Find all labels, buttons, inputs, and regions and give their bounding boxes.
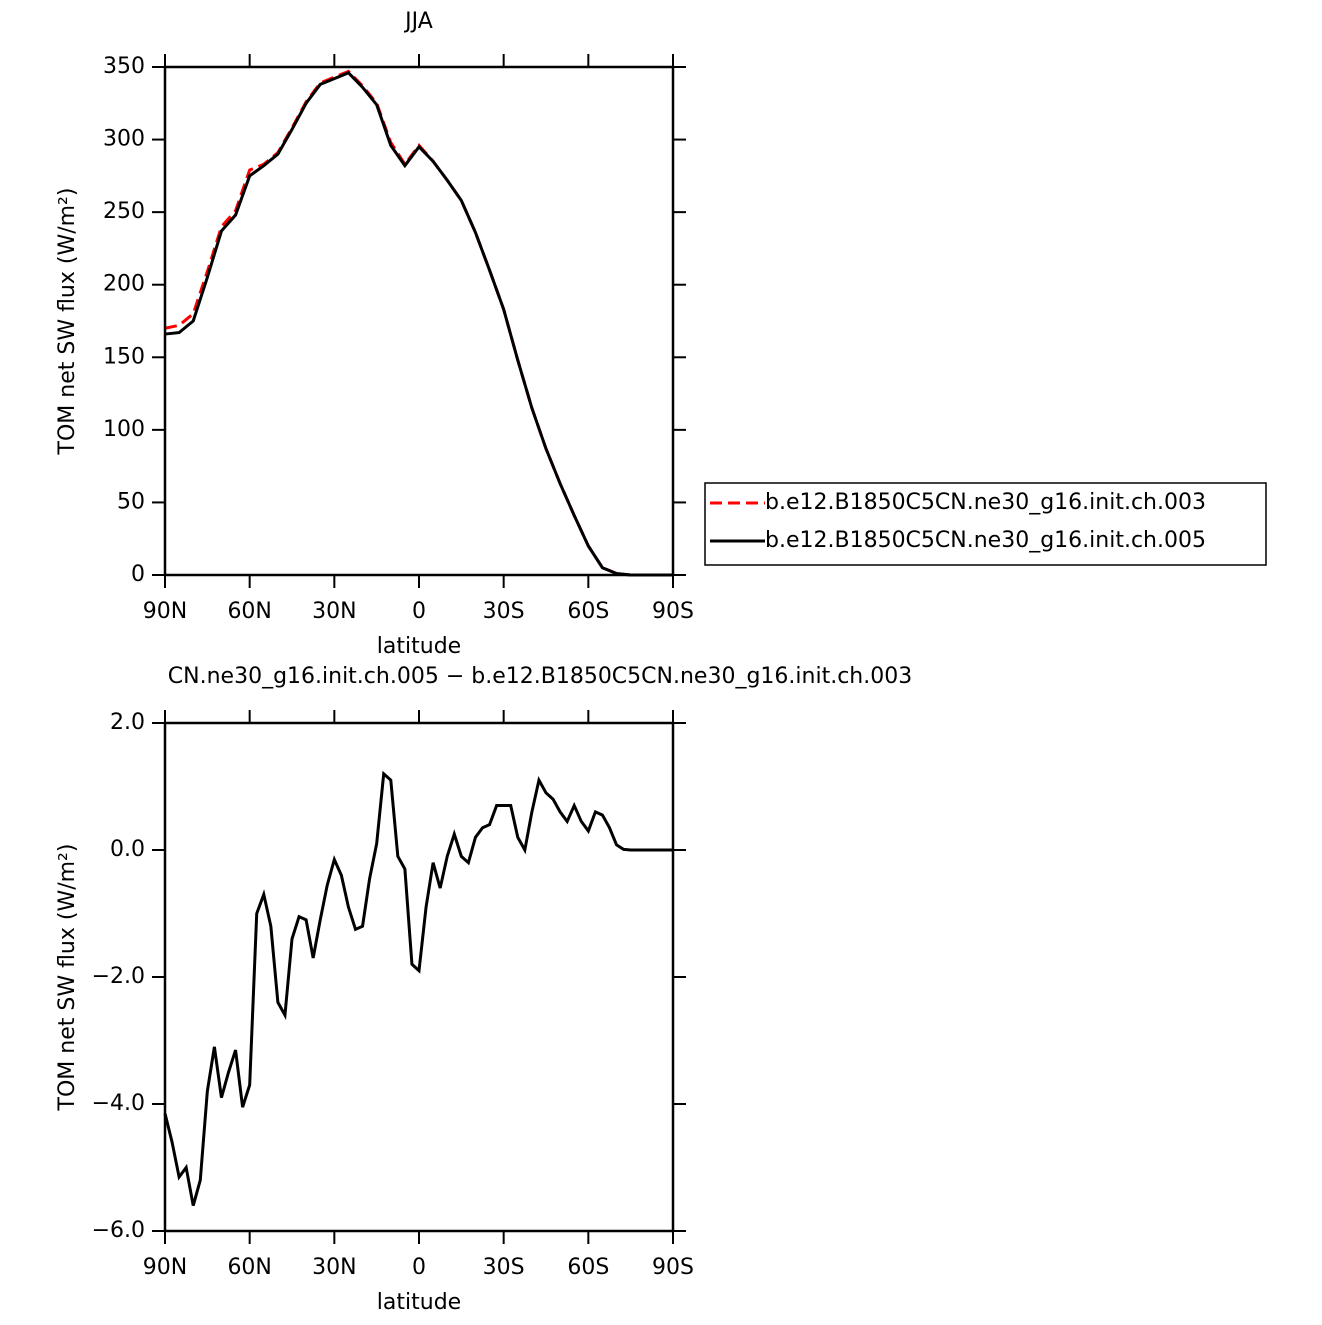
y-tick-label: 2.0: [110, 710, 145, 735]
plot-frame: [163, 65, 675, 577]
x-tick-label: 0: [412, 1255, 426, 1280]
y-tick-label: 150: [103, 344, 145, 369]
data-line: [164, 71, 673, 577]
y-axis-label: TOM net SW flux (W/m²): [55, 188, 80, 456]
x-tick-label: 0: [412, 599, 426, 624]
chart-title: JJA: [403, 9, 433, 34]
x-tick-label: 90S: [652, 1255, 694, 1280]
legend-label: b.e12.B1850C5CN.ne30_g16.init.ch.003: [765, 490, 1206, 515]
y-tick-label: 50: [117, 489, 145, 514]
data-line: [163, 770, 673, 1207]
x-tick-label: 90N: [143, 599, 187, 624]
y-tick-label: 200: [103, 272, 145, 297]
x-tick-label: 60N: [227, 1255, 271, 1280]
y-tick-label: 300: [103, 127, 145, 152]
y-tick-label: 0.0: [110, 837, 145, 862]
x-tick-label: 60S: [567, 599, 609, 624]
y-tick-label: 100: [103, 417, 145, 442]
y-tick-label: 0: [131, 562, 145, 587]
x-tick-label: 30N: [312, 1255, 356, 1280]
x-tick-label: 30N: [312, 599, 356, 624]
legend-label: b.e12.B1850C5CN.ne30_g16.init.ch.005: [765, 528, 1206, 553]
y-tick-label: −2.0: [92, 964, 145, 989]
x-tick-label: 30S: [483, 1255, 525, 1280]
x-tick-label: 60S: [567, 1255, 609, 1280]
y-tick-label: −6.0: [92, 1218, 145, 1243]
y-axis-label: TOM net SW flux (W/m²): [55, 844, 80, 1112]
x-axis-label: latitude: [377, 634, 461, 659]
x-axis-label: latitude: [377, 1290, 461, 1315]
y-tick-label: 250: [103, 199, 145, 224]
x-tick-label: 60N: [227, 599, 271, 624]
x-tick-label: 30S: [483, 599, 525, 624]
chart-title: CN.ne30_g16.init.ch.005 − b.e12.B1850C5C…: [168, 664, 912, 689]
plot-frame: [163, 721, 675, 1233]
y-tick-label: −4.0: [92, 1091, 145, 1116]
y-tick-label: 350: [103, 54, 145, 79]
x-tick-label: 90N: [143, 1255, 187, 1280]
x-tick-label: 90S: [652, 599, 694, 624]
legend-box: [704, 482, 1267, 566]
